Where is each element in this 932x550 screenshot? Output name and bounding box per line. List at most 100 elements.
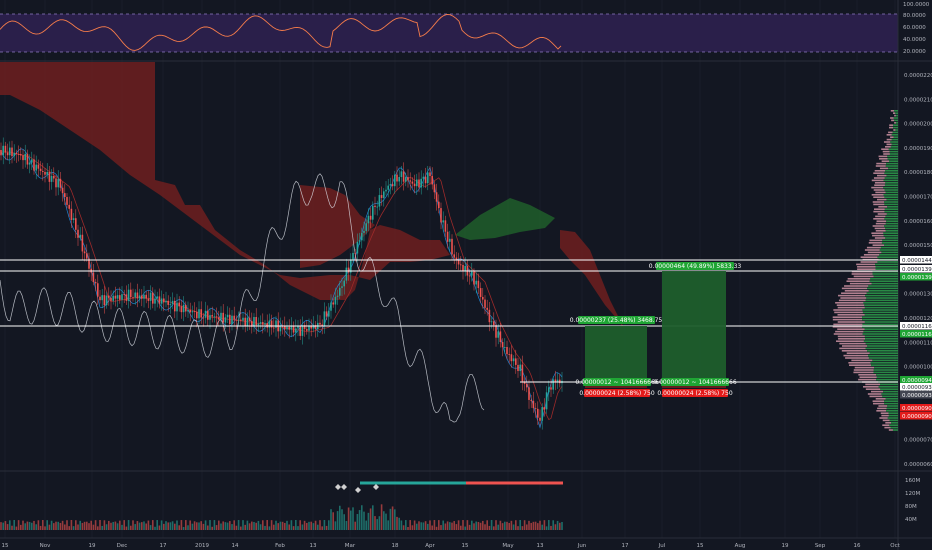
volume-profile-row-up [891, 143, 898, 146]
volume-bar [130, 525, 132, 530]
candle-body [44, 171, 46, 175]
volume-bar [361, 505, 363, 530]
long-position-2[interactable]: 0.00000464 (49.89%) 5833.33 0.00000012 ~… [649, 262, 742, 397]
candle-body [372, 205, 374, 220]
volume-profile-row-up [890, 146, 898, 148]
candle-body [268, 320, 271, 328]
candle-body [88, 258, 90, 269]
volume-profile-row-down [841, 350, 868, 352]
candle-body [398, 177, 400, 182]
volume-bar [464, 526, 466, 530]
volume-bar [4, 521, 7, 530]
candle-body [237, 319, 240, 321]
volume-profile-row-down [866, 246, 881, 249]
candle-body [174, 300, 176, 312]
position-entry-label-bg [661, 378, 729, 386]
volume-pane[interactable] [0, 481, 563, 530]
candle-body [160, 298, 163, 304]
volume-bar [369, 508, 372, 530]
volume-profile-row-down [858, 378, 877, 381]
volume-bar [88, 523, 90, 530]
volume-profile-row-up [884, 196, 898, 198]
candle-body [26, 153, 29, 165]
volume-bar [209, 520, 211, 530]
candle-body [288, 326, 290, 330]
rsi-axis-label: 40.0000 [903, 37, 926, 43]
volume-profile-row-down [889, 124, 894, 126]
volume-axis[interactable]: 160M 120M 80M 40M [905, 478, 920, 523]
volume-bar [105, 524, 108, 530]
volume-bar [64, 524, 66, 530]
candle-body [204, 310, 207, 318]
rsi-axis-label: 20.0000 [903, 49, 926, 55]
volume-profile-row-up [891, 134, 898, 136]
volume-profile-row-up [887, 206, 898, 208]
candlesticks [0, 137, 563, 430]
volume-profile-row-down [853, 275, 874, 278]
volume-profile-row-up [889, 153, 898, 155]
volume-profile-row-down [879, 167, 889, 170]
volume-bar [541, 524, 543, 530]
candle-body [103, 295, 106, 306]
volume-bar [200, 521, 202, 530]
volume-bar [112, 521, 114, 530]
time-axis-label: 15 [697, 543, 704, 549]
volume-bar [233, 520, 235, 530]
volume-profile-row-down [860, 256, 878, 258]
volume-bar [506, 521, 508, 530]
volume-profile-row-down [872, 244, 885, 246]
volume-profile-row-up [862, 309, 898, 311]
volume-profile-row-up [880, 383, 898, 386]
volume-profile-row-down [869, 239, 883, 242]
price-tag: 0.00000930 [902, 393, 932, 399]
volume-profile-row-down [838, 338, 866, 340]
candle-body [147, 298, 150, 301]
volume-profile-row-up [889, 160, 898, 162]
candle-body [152, 292, 154, 304]
volume-profile-row-up [891, 138, 898, 141]
time-axis[interactable]: 15 Nov 19 Dec 17 2019 14 Feb 13 Mar 18 Apr 15 May 13 Ju… [2, 543, 901, 549]
volume-profile-row-down [890, 136, 894, 138]
long-position-1[interactable]: 0.00000237 (25.48%) 3468.75 0.00000012 ~… [570, 316, 663, 397]
candle-body [312, 325, 315, 329]
volume-profile-row-down [840, 297, 867, 299]
time-axis-label: 13 [537, 543, 544, 549]
volume-profile-row-down [839, 342, 866, 345]
candle-body [482, 296, 484, 300]
price-tag-bg [900, 265, 932, 273]
volume-bar [0, 522, 2, 530]
volume-bar [42, 520, 44, 530]
candle-body [424, 176, 427, 184]
candle-body [125, 294, 128, 301]
time-axis-label: 19 [782, 543, 789, 549]
volume-bar [552, 520, 554, 530]
volume-bar [493, 526, 495, 530]
rsi-pane[interactable] [0, 13, 898, 53]
candle-body [343, 280, 345, 287]
candle-body [39, 168, 42, 172]
volume-bar [235, 525, 238, 530]
price-pane[interactable]: 0.00000237 (25.48%) 3468.75 0.00000012 ~… [0, 62, 898, 431]
price-axis-label: 0.00001600 [904, 219, 932, 225]
volume-bar [548, 520, 550, 530]
candle-body [20, 154, 22, 156]
volume-bar [449, 522, 451, 530]
volume-bar [248, 523, 251, 530]
volume-bar [11, 525, 13, 530]
candle-body [354, 252, 356, 254]
time-axis-label: 17 [160, 543, 167, 549]
volume-profile-row-up [873, 369, 898, 371]
volume-profile-row-up [887, 417, 898, 419]
volume-bar [2, 522, 4, 530]
price-axis-label: 0.00002100 [904, 97, 932, 103]
volume-profile-row-up [871, 282, 898, 285]
volume-profile-row-up [874, 366, 898, 369]
volume-profile-row-up [883, 232, 898, 234]
rsi-axis-label: 100.0000 [903, 2, 930, 8]
rsi-axis[interactable]: 100.0000 80.0000 60.0000 40.0000 20.0000 [903, 2, 930, 55]
candle-body [462, 264, 464, 271]
candle-body [400, 171, 403, 178]
volume-profile-row-up [884, 400, 898, 402]
position-entry-label: 0.00000012 ~ 1041666666 [653, 379, 736, 386]
